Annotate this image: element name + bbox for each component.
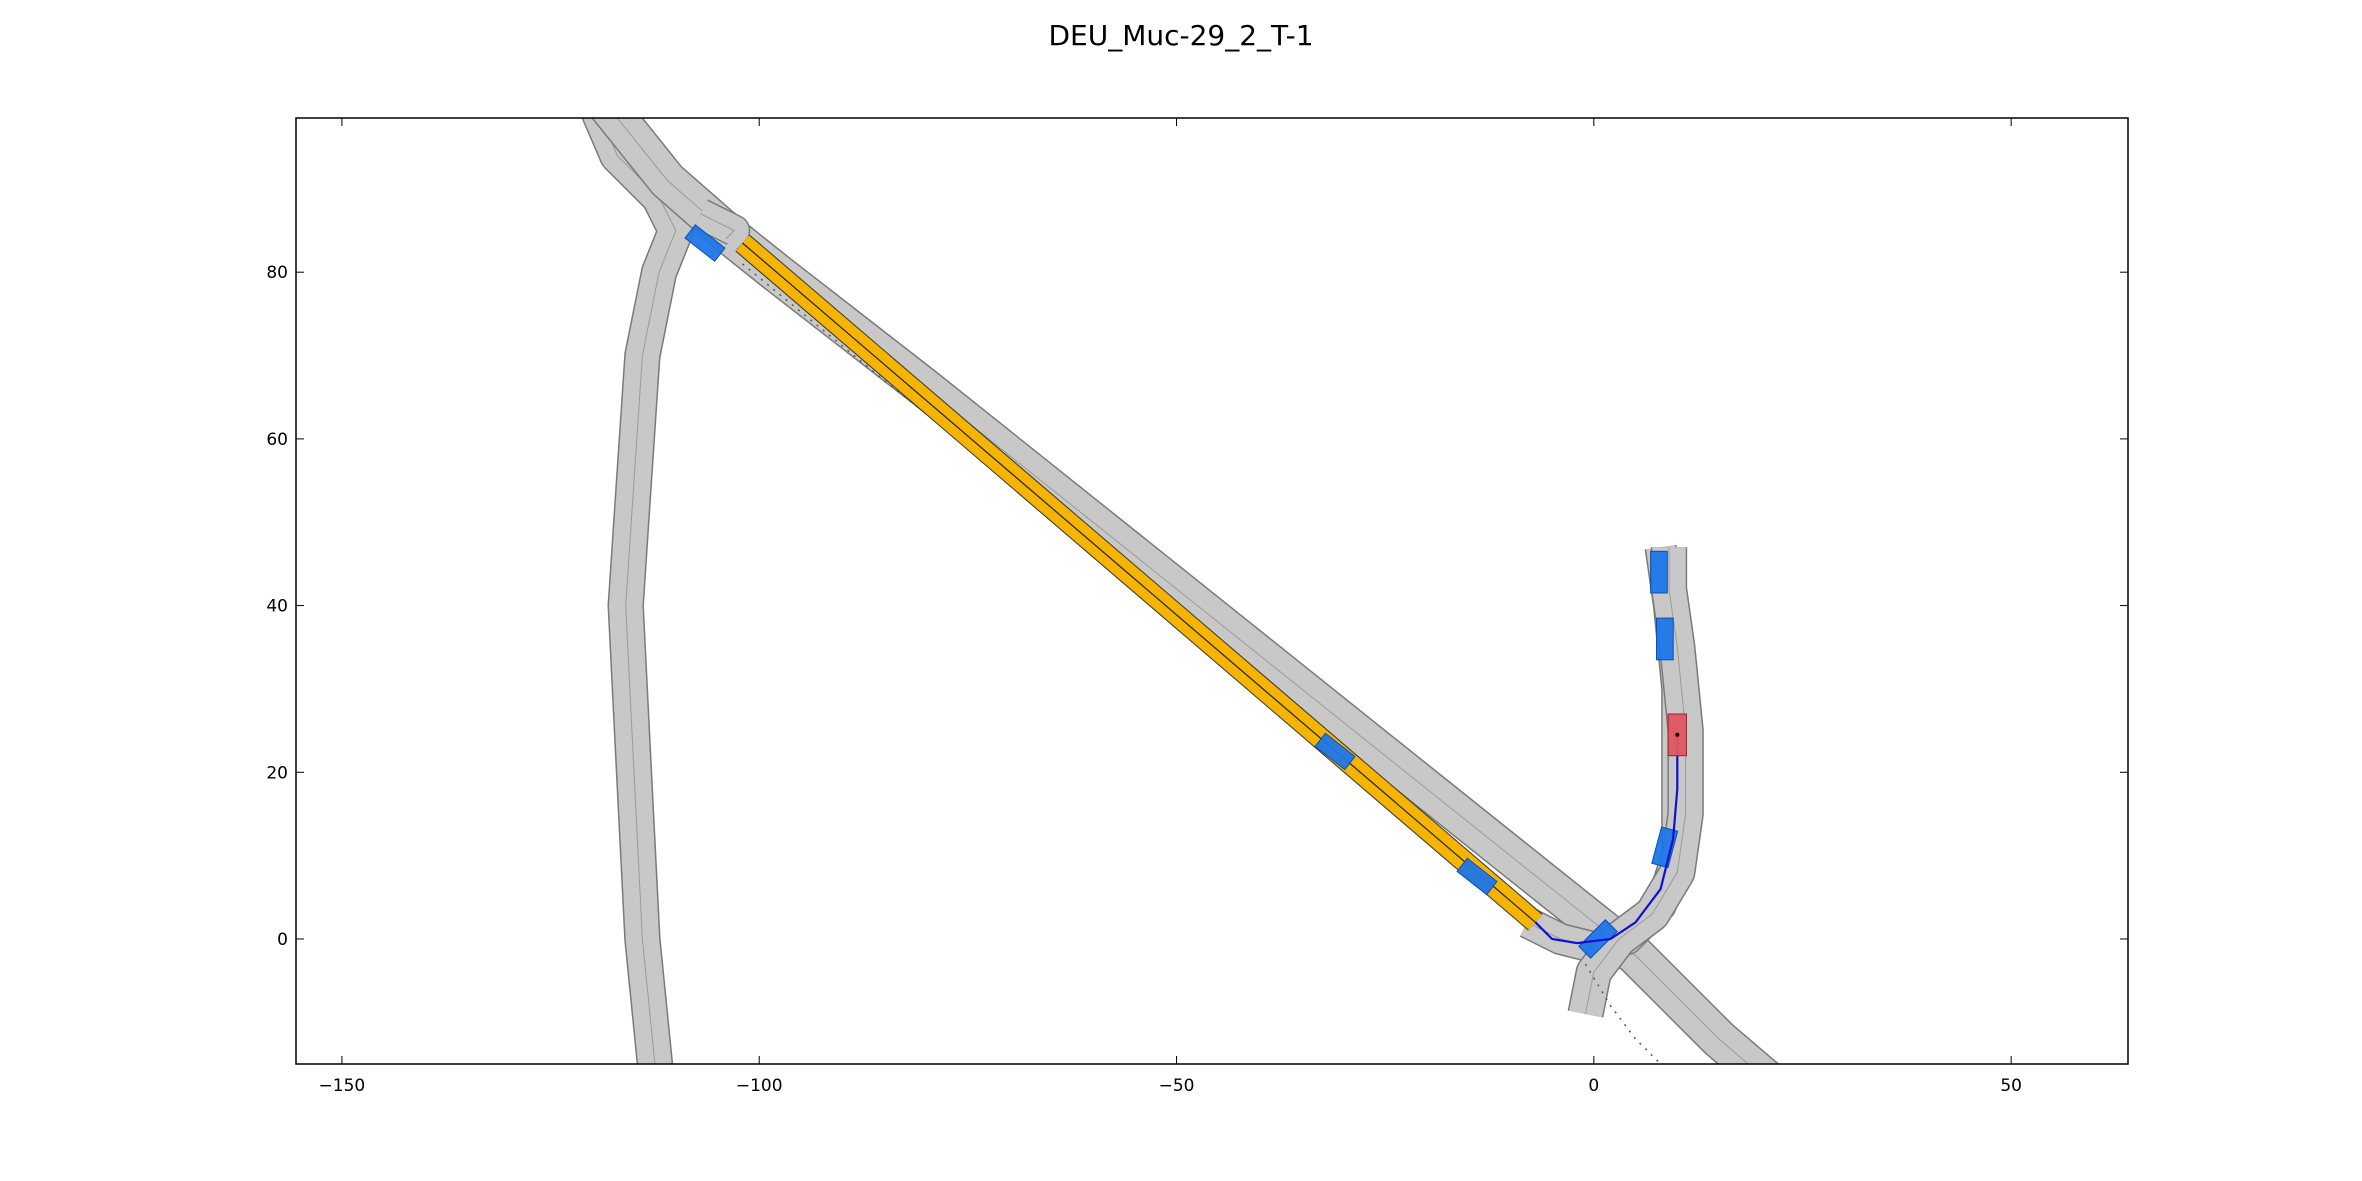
y-tick-label: 80 — [266, 263, 288, 283]
obstacle-vehicle — [1314, 732, 1356, 771]
x-axis: −150 −100 −50 0 50 — [319, 118, 2022, 1096]
dotted-lane-marking — [1584, 963, 1662, 1064]
obstacle-vehicle — [684, 224, 726, 262]
y-tick-label: 40 — [266, 597, 288, 617]
x-tick-label: −50 — [1159, 1076, 1195, 1096]
plot-area — [296, 118, 2128, 1064]
x-tick-label: −100 — [736, 1076, 783, 1096]
y-axis: 0 20 40 60 80 — [266, 263, 2128, 950]
obstacle-vehicle — [1456, 857, 1498, 896]
y-tick-label: 0 — [277, 930, 288, 950]
plot-content — [581, 118, 1780, 1064]
ego-trajectory — [1534, 734, 1679, 945]
obstacle-vehicle — [1651, 826, 1679, 869]
goal-region-centerline — [742, 242, 1536, 923]
chart-title: DEU_Muc-29_2_T-1 — [1048, 19, 1313, 52]
ego-vehicle-center — [1675, 732, 1680, 737]
x-tick-label: −150 — [319, 1076, 366, 1096]
obstacle-vehicle — [1578, 919, 1618, 959]
lane-line — [700, 213, 735, 240]
plot-frame — [295, 117, 2129, 1065]
y-tick-label: 60 — [266, 430, 288, 450]
obstacle-vehicle — [1656, 617, 1674, 661]
y-tick-label: 20 — [266, 763, 288, 783]
x-tick-label: 50 — [2000, 1076, 2022, 1096]
x-tick-label: 0 — [1588, 1076, 1599, 1096]
obstacle-vehicle — [1650, 550, 1668, 594]
